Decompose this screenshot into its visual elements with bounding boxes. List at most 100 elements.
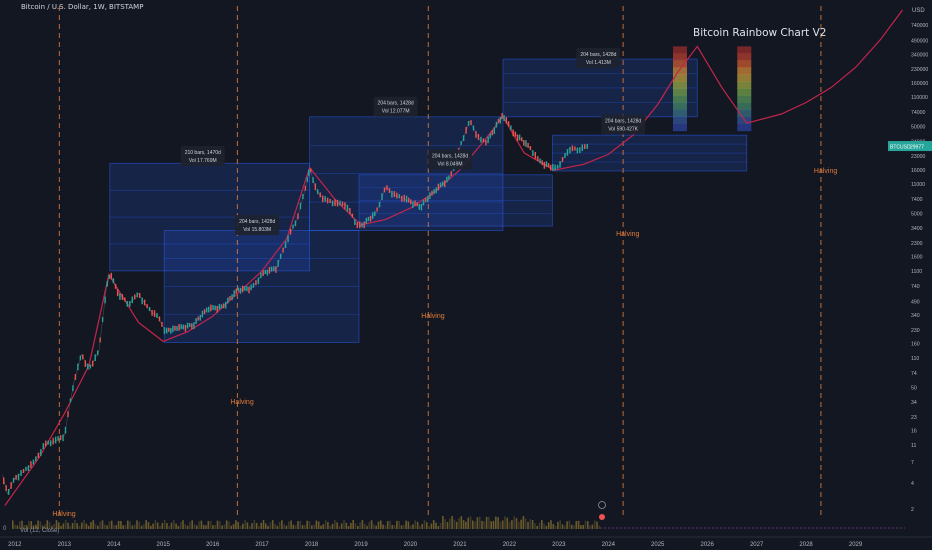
price-candle[interactable]	[510, 125, 512, 131]
price-candle[interactable]	[282, 247, 284, 253]
price-candle[interactable]	[284, 241, 287, 249]
price-candle[interactable]	[564, 153, 566, 158]
price-candle[interactable]	[403, 194, 405, 202]
price-candle[interactable]	[62, 434, 64, 442]
price-candle[interactable]	[208, 306, 210, 313]
price-candle[interactable]	[497, 118, 500, 123]
price-candle[interactable]	[401, 195, 403, 202]
price-candle[interactable]	[391, 190, 393, 198]
price-candle[interactable]	[108, 274, 110, 279]
price-candle[interactable]	[556, 164, 559, 169]
price-candle[interactable]	[205, 307, 208, 313]
price-candle[interactable]	[499, 116, 502, 124]
price-candle[interactable]	[367, 216, 370, 221]
price-candle[interactable]	[210, 304, 212, 312]
price-candle[interactable]	[559, 161, 561, 168]
price-candle[interactable]	[302, 194, 304, 200]
price-candle[interactable]	[74, 374, 77, 380]
price-candle[interactable]	[5, 485, 7, 492]
time-scale-panel[interactable]	[0, 537, 932, 550]
price-candle[interactable]	[485, 139, 487, 146]
price-candle[interactable]	[450, 171, 452, 177]
price-candle[interactable]	[444, 180, 446, 188]
price-candle[interactable]	[523, 140, 525, 146]
price-candle[interactable]	[82, 354, 84, 360]
price-candle[interactable]	[94, 354, 96, 361]
price-candle[interactable]	[383, 187, 386, 193]
price-candle[interactable]	[32, 459, 35, 465]
price-candle[interactable]	[114, 283, 117, 289]
price-candle[interactable]	[424, 198, 427, 203]
price-candle[interactable]	[465, 126, 467, 134]
price-candle[interactable]	[427, 196, 429, 203]
price-candle[interactable]	[566, 149, 569, 156]
price-candle[interactable]	[334, 199, 336, 207]
price-candle[interactable]	[317, 189, 319, 195]
price-candle[interactable]	[359, 221, 361, 229]
price-candle[interactable]	[182, 324, 185, 330]
measure-tooltip[interactable]	[576, 47, 621, 68]
price-candle[interactable]	[237, 287, 240, 292]
price-candle[interactable]	[151, 309, 153, 316]
price-candle[interactable]	[216, 305, 218, 313]
price-candle[interactable]	[412, 201, 414, 208]
price-candle[interactable]	[248, 286, 250, 294]
price-candle[interactable]	[110, 272, 113, 280]
price-candle[interactable]	[289, 228, 292, 235]
price-candle[interactable]	[331, 200, 334, 207]
price-candle[interactable]	[42, 443, 44, 449]
price-candle[interactable]	[472, 125, 475, 131]
price-candle[interactable]	[326, 197, 329, 204]
price-candle[interactable]	[576, 147, 579, 154]
price-candle[interactable]	[312, 177, 314, 183]
price-candle[interactable]	[176, 325, 178, 331]
price-candle[interactable]	[143, 299, 146, 306]
price-candle[interactable]	[195, 318, 197, 324]
price-candle[interactable]	[306, 177, 309, 183]
price-candle[interactable]	[89, 364, 91, 369]
price-candle[interactable]	[495, 121, 498, 128]
price-candle[interactable]	[3, 477, 5, 485]
price-candle[interactable]	[239, 287, 242, 294]
price-candle[interactable]	[101, 317, 104, 322]
price-candle[interactable]	[398, 194, 401, 199]
price-candle[interactable]	[304, 185, 307, 191]
price-candle[interactable]	[344, 202, 346, 210]
price-candle[interactable]	[246, 286, 248, 292]
price-candle[interactable]	[260, 272, 262, 279]
price-candle[interactable]	[7, 488, 10, 495]
price-candle[interactable]	[393, 191, 396, 197]
price-candle[interactable]	[158, 316, 161, 322]
price-candle[interactable]	[92, 360, 94, 367]
price-candle[interactable]	[139, 293, 141, 298]
price-candle[interactable]	[561, 157, 564, 162]
price-candle[interactable]	[287, 235, 289, 243]
price-candle[interactable]	[297, 213, 299, 220]
price-candle[interactable]	[294, 220, 297, 227]
measure-tooltip[interactable]	[428, 149, 473, 170]
price-candle[interactable]	[148, 307, 151, 312]
price-candle[interactable]	[308, 169, 310, 177]
price-candle[interactable]	[363, 221, 365, 229]
price-candle[interactable]	[529, 146, 532, 151]
price-candle[interactable]	[69, 398, 72, 403]
price-candle[interactable]	[365, 217, 368, 224]
price-candle[interactable]	[539, 158, 541, 164]
price-candle[interactable]	[369, 215, 372, 222]
price-candle[interactable]	[467, 121, 470, 126]
price-candle[interactable]	[361, 222, 363, 228]
price-candle[interactable]	[521, 137, 523, 142]
price-candle[interactable]	[252, 282, 255, 288]
price-candle[interactable]	[241, 285, 244, 293]
price-candle[interactable]	[441, 181, 444, 187]
price-candle[interactable]	[178, 324, 180, 331]
measure-tooltip[interactable]	[180, 146, 225, 167]
price-candle[interactable]	[214, 305, 216, 311]
price-candle[interactable]	[121, 294, 124, 300]
price-candle[interactable]	[341, 201, 344, 207]
price-candle[interactable]	[87, 363, 89, 370]
measure-tooltip[interactable]	[601, 114, 646, 135]
price-candle[interactable]	[477, 134, 480, 140]
price-candle[interactable]	[586, 143, 588, 149]
range-box[interactable]	[551, 134, 748, 172]
